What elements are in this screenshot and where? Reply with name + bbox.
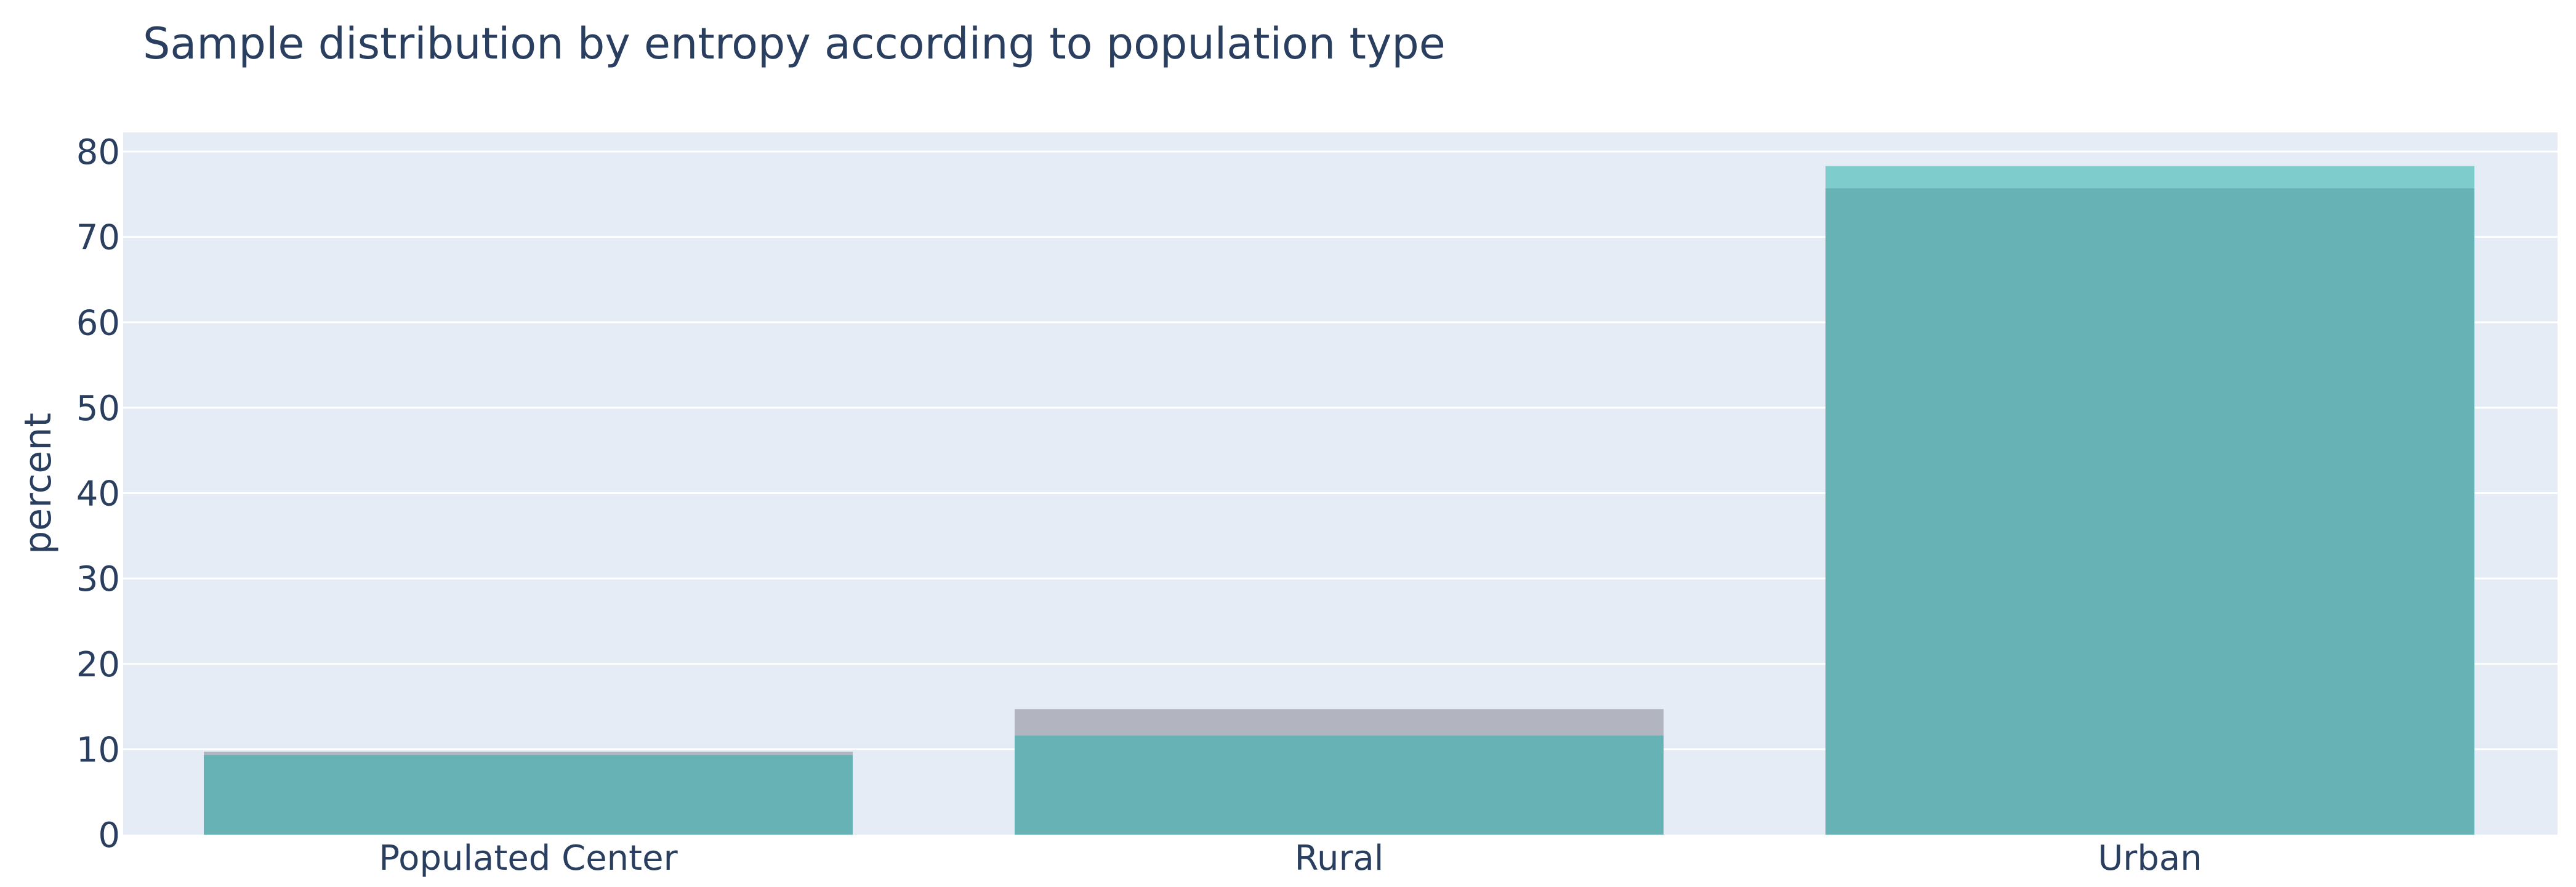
chart-title: Sample distribution by entropy according…	[143, 18, 1446, 69]
y-tick-label: 20	[76, 645, 120, 685]
y-tick-labels: 0 10 20 30 40 50 60 70 80	[76, 132, 120, 856]
x-tick-labels: Populated Center Rural Urban	[379, 838, 2202, 878]
bar-series-2-populated-center	[204, 755, 853, 835]
y-tick-label: 30	[76, 559, 120, 599]
y-tick-label: 40	[76, 474, 120, 514]
y-tick-label: 70	[76, 218, 120, 258]
x-tick-label: Populated Center	[379, 838, 678, 878]
y-tick-label: 60	[76, 303, 120, 343]
y-tick-label: 50	[76, 389, 120, 429]
x-tick-label: Rural	[1295, 838, 1384, 878]
bars	[204, 166, 2474, 835]
y-tick-label: 10	[76, 730, 120, 770]
bar-series-2-rural	[1015, 735, 1664, 835]
x-tick-label: Urban	[2098, 838, 2202, 878]
y-tick-label: 0	[98, 816, 120, 856]
y-axis-label: percent	[17, 413, 60, 554]
y-tick-label: 80	[76, 132, 120, 172]
bar-series-2-urban	[1825, 188, 2474, 835]
